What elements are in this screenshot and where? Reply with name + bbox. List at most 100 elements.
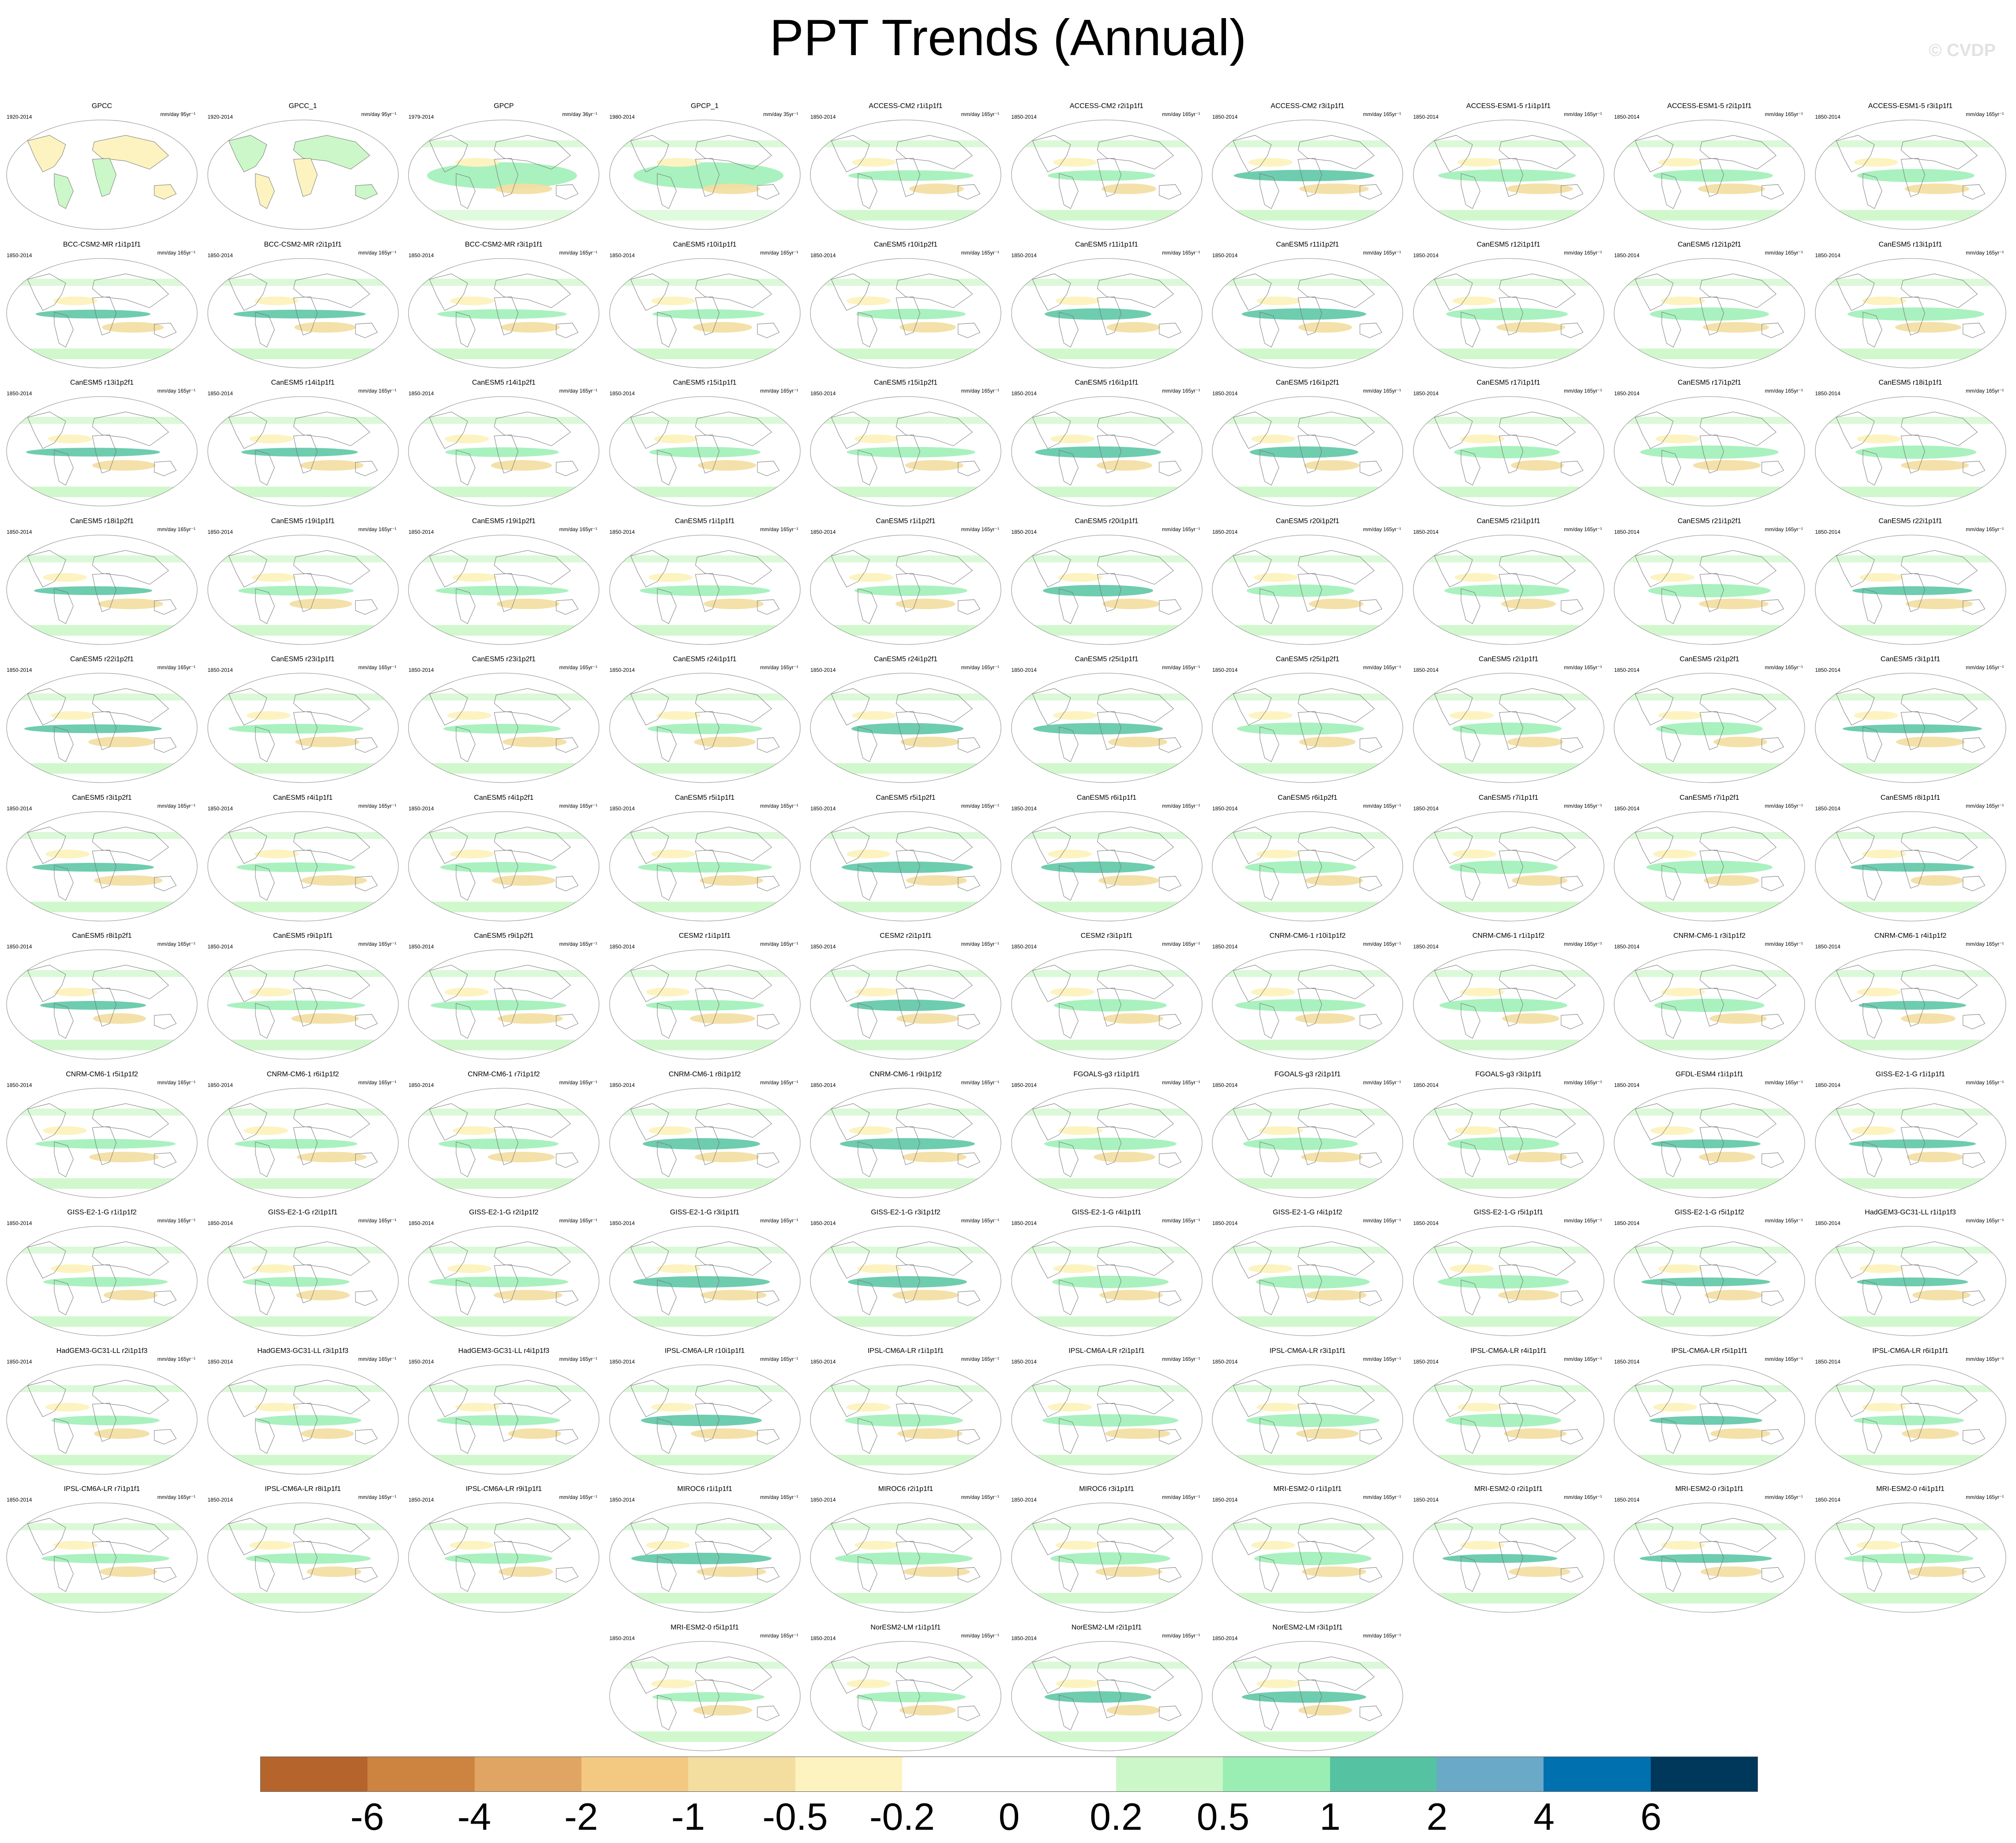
panel-years: 1850-2014 [1815, 1497, 1840, 1503]
panel-years: 1850-2014 [609, 1220, 635, 1226]
panel-years: 1850-2014 [810, 1635, 836, 1641]
continent-outline [429, 826, 468, 864]
continent-outline [1661, 173, 1681, 209]
panel-title: ACCESS-ESM1-5 r1i1p1f1 [1466, 102, 1551, 110]
continent-outline [1434, 1241, 1473, 1279]
dry-trend-patch [847, 849, 891, 858]
continent-outline [154, 876, 177, 891]
continent-outline [630, 1103, 669, 1140]
dry-trend-patch [892, 1290, 959, 1300]
continent-outline [1634, 1518, 1674, 1555]
continent-outline [1158, 1567, 1181, 1583]
dry-trend-patch [1050, 435, 1094, 443]
globe-outline [408, 1226, 600, 1336]
panel-units: mm/day 165yr⁻¹ [1966, 526, 2004, 532]
panel-title: IPSL-CM6A-LR r5i1p1f1 [1671, 1347, 1748, 1355]
dry-trend-patch [854, 988, 899, 996]
map-panel: CNRM-CM6-1 r9i1p1f2 1850-2014 mm/day 165yr… [806, 1071, 1005, 1207]
map-globe [1814, 949, 2006, 1060]
panel-years: 1850-2014 [1212, 667, 1238, 673]
continent-outline [657, 311, 677, 348]
continent-outline [228, 965, 267, 1002]
northern-wet-band [609, 417, 800, 424]
dry-trend-patch [300, 875, 367, 886]
continent-outline [255, 1279, 275, 1315]
continent-outline [1059, 588, 1079, 624]
panel-units: mm/day 165yr⁻¹ [1363, 111, 1401, 117]
northern-wet-band [1413, 1385, 1604, 1392]
continent-outline [896, 296, 920, 335]
southern-ocean-wet-band [1614, 1593, 1805, 1603]
panel-units: mm/day 165yr⁻¹ [1363, 526, 1401, 532]
continent-outline [1560, 1567, 1583, 1583]
continent-outline [958, 1429, 981, 1444]
continent-outline [429, 273, 468, 311]
continent-outline [494, 988, 518, 1027]
map-globe [1011, 396, 1203, 506]
map-globe [6, 1502, 198, 1613]
continent-outline [1461, 1556, 1480, 1592]
northern-wet-band [1212, 970, 1403, 977]
southern-ocean-wet-band [1212, 1040, 1403, 1050]
continent-outline [1032, 1103, 1071, 1140]
wet-trend-band [245, 1553, 371, 1564]
southern-ocean-wet-band [1011, 763, 1202, 774]
panel-title: NorESM2-LM r2i1p1f1 [1071, 1623, 1142, 1631]
continent-outline [1900, 1264, 1925, 1304]
dry-trend-patch [1053, 711, 1097, 720]
panel-years: 1850-2014 [207, 1220, 233, 1226]
continent-outline [1059, 173, 1079, 209]
continent-outline [154, 184, 177, 200]
northern-wet-band [810, 832, 1001, 839]
northern-wet-band [810, 1247, 1001, 1254]
continent-outline [1962, 461, 1985, 476]
continent-outline [1499, 1241, 1576, 1276]
northern-wet-band [408, 1523, 600, 1530]
panel-years: 1850-2014 [810, 805, 836, 812]
wet-trend-band [26, 448, 160, 457]
panel-grid: GPCC 1920-2014 mm/day 95yr⁻¹ GPCC_1 1920-201… [6, 102, 2006, 1751]
southern-ocean-wet-band [810, 1731, 1001, 1742]
continent-outline [896, 550, 973, 584]
panel-title: GISS-E2-1-G r1i1p1f1 [1875, 1070, 1945, 1078]
panel-years: 1850-2014 [207, 528, 233, 535]
dry-trend-patch [89, 1151, 159, 1162]
map-globe [408, 258, 600, 368]
continent-outline [958, 1014, 981, 1030]
southern-ocean-wet-band [207, 1593, 398, 1603]
wet-trend-band [1850, 862, 1974, 872]
panel-years: 1850-2014 [810, 528, 836, 535]
wet-trend-band [40, 1001, 146, 1010]
panel-units: mm/day 165yr⁻¹ [961, 1356, 999, 1362]
continent-outline [695, 826, 772, 861]
continent-outline [228, 1103, 267, 1140]
panel-units: mm/day 165yr⁻¹ [358, 1494, 397, 1500]
panel-units: mm/day 165yr⁻¹ [358, 802, 397, 809]
panel-units: mm/day 165yr⁻¹ [1564, 111, 1602, 117]
panel-units: mm/day 165yr⁻¹ [559, 802, 597, 809]
continent-outline [1962, 184, 1985, 200]
dry-trend-patch [450, 296, 494, 305]
map-panel: CanESM5 r12i1p2f1 1850-2014 mm/day 165yr⁻¹ [1610, 241, 1809, 378]
northern-wet-band [1011, 555, 1202, 562]
dry-trend-patch [900, 737, 959, 747]
colorbar-tick-labels: -6 -4 -2 -1 -0.5 -0.2 0 0.2 0.5 1 2 4 6 [260, 1795, 1758, 1839]
continent-outline [92, 573, 116, 612]
panel-years: 1850-2014 [207, 805, 233, 812]
southern-ocean-wet-band [1212, 1454, 1403, 1465]
wet-trend-band [840, 1138, 975, 1150]
continent-outline [896, 1402, 920, 1442]
panel-units: mm/day 165yr⁻¹ [1363, 1217, 1401, 1224]
panel-units: mm/day 165yr⁻¹ [1966, 111, 2004, 117]
panel-years: 1850-2014 [609, 1635, 635, 1641]
globe-outline [609, 811, 801, 922]
panel-years: 1850-2014 [7, 667, 32, 673]
continent-outline [92, 158, 116, 197]
continent-outline [1233, 688, 1272, 726]
panel-title: GISS-E2-1-G r5i1p1f1 [1473, 1209, 1544, 1216]
map-globe [1011, 673, 1203, 783]
northern-wet-band [1011, 1523, 1202, 1530]
panel-years: 1850-2014 [609, 252, 635, 258]
panel-units: mm/day 165yr⁻¹ [1966, 802, 2004, 809]
continent-outline [255, 173, 275, 209]
